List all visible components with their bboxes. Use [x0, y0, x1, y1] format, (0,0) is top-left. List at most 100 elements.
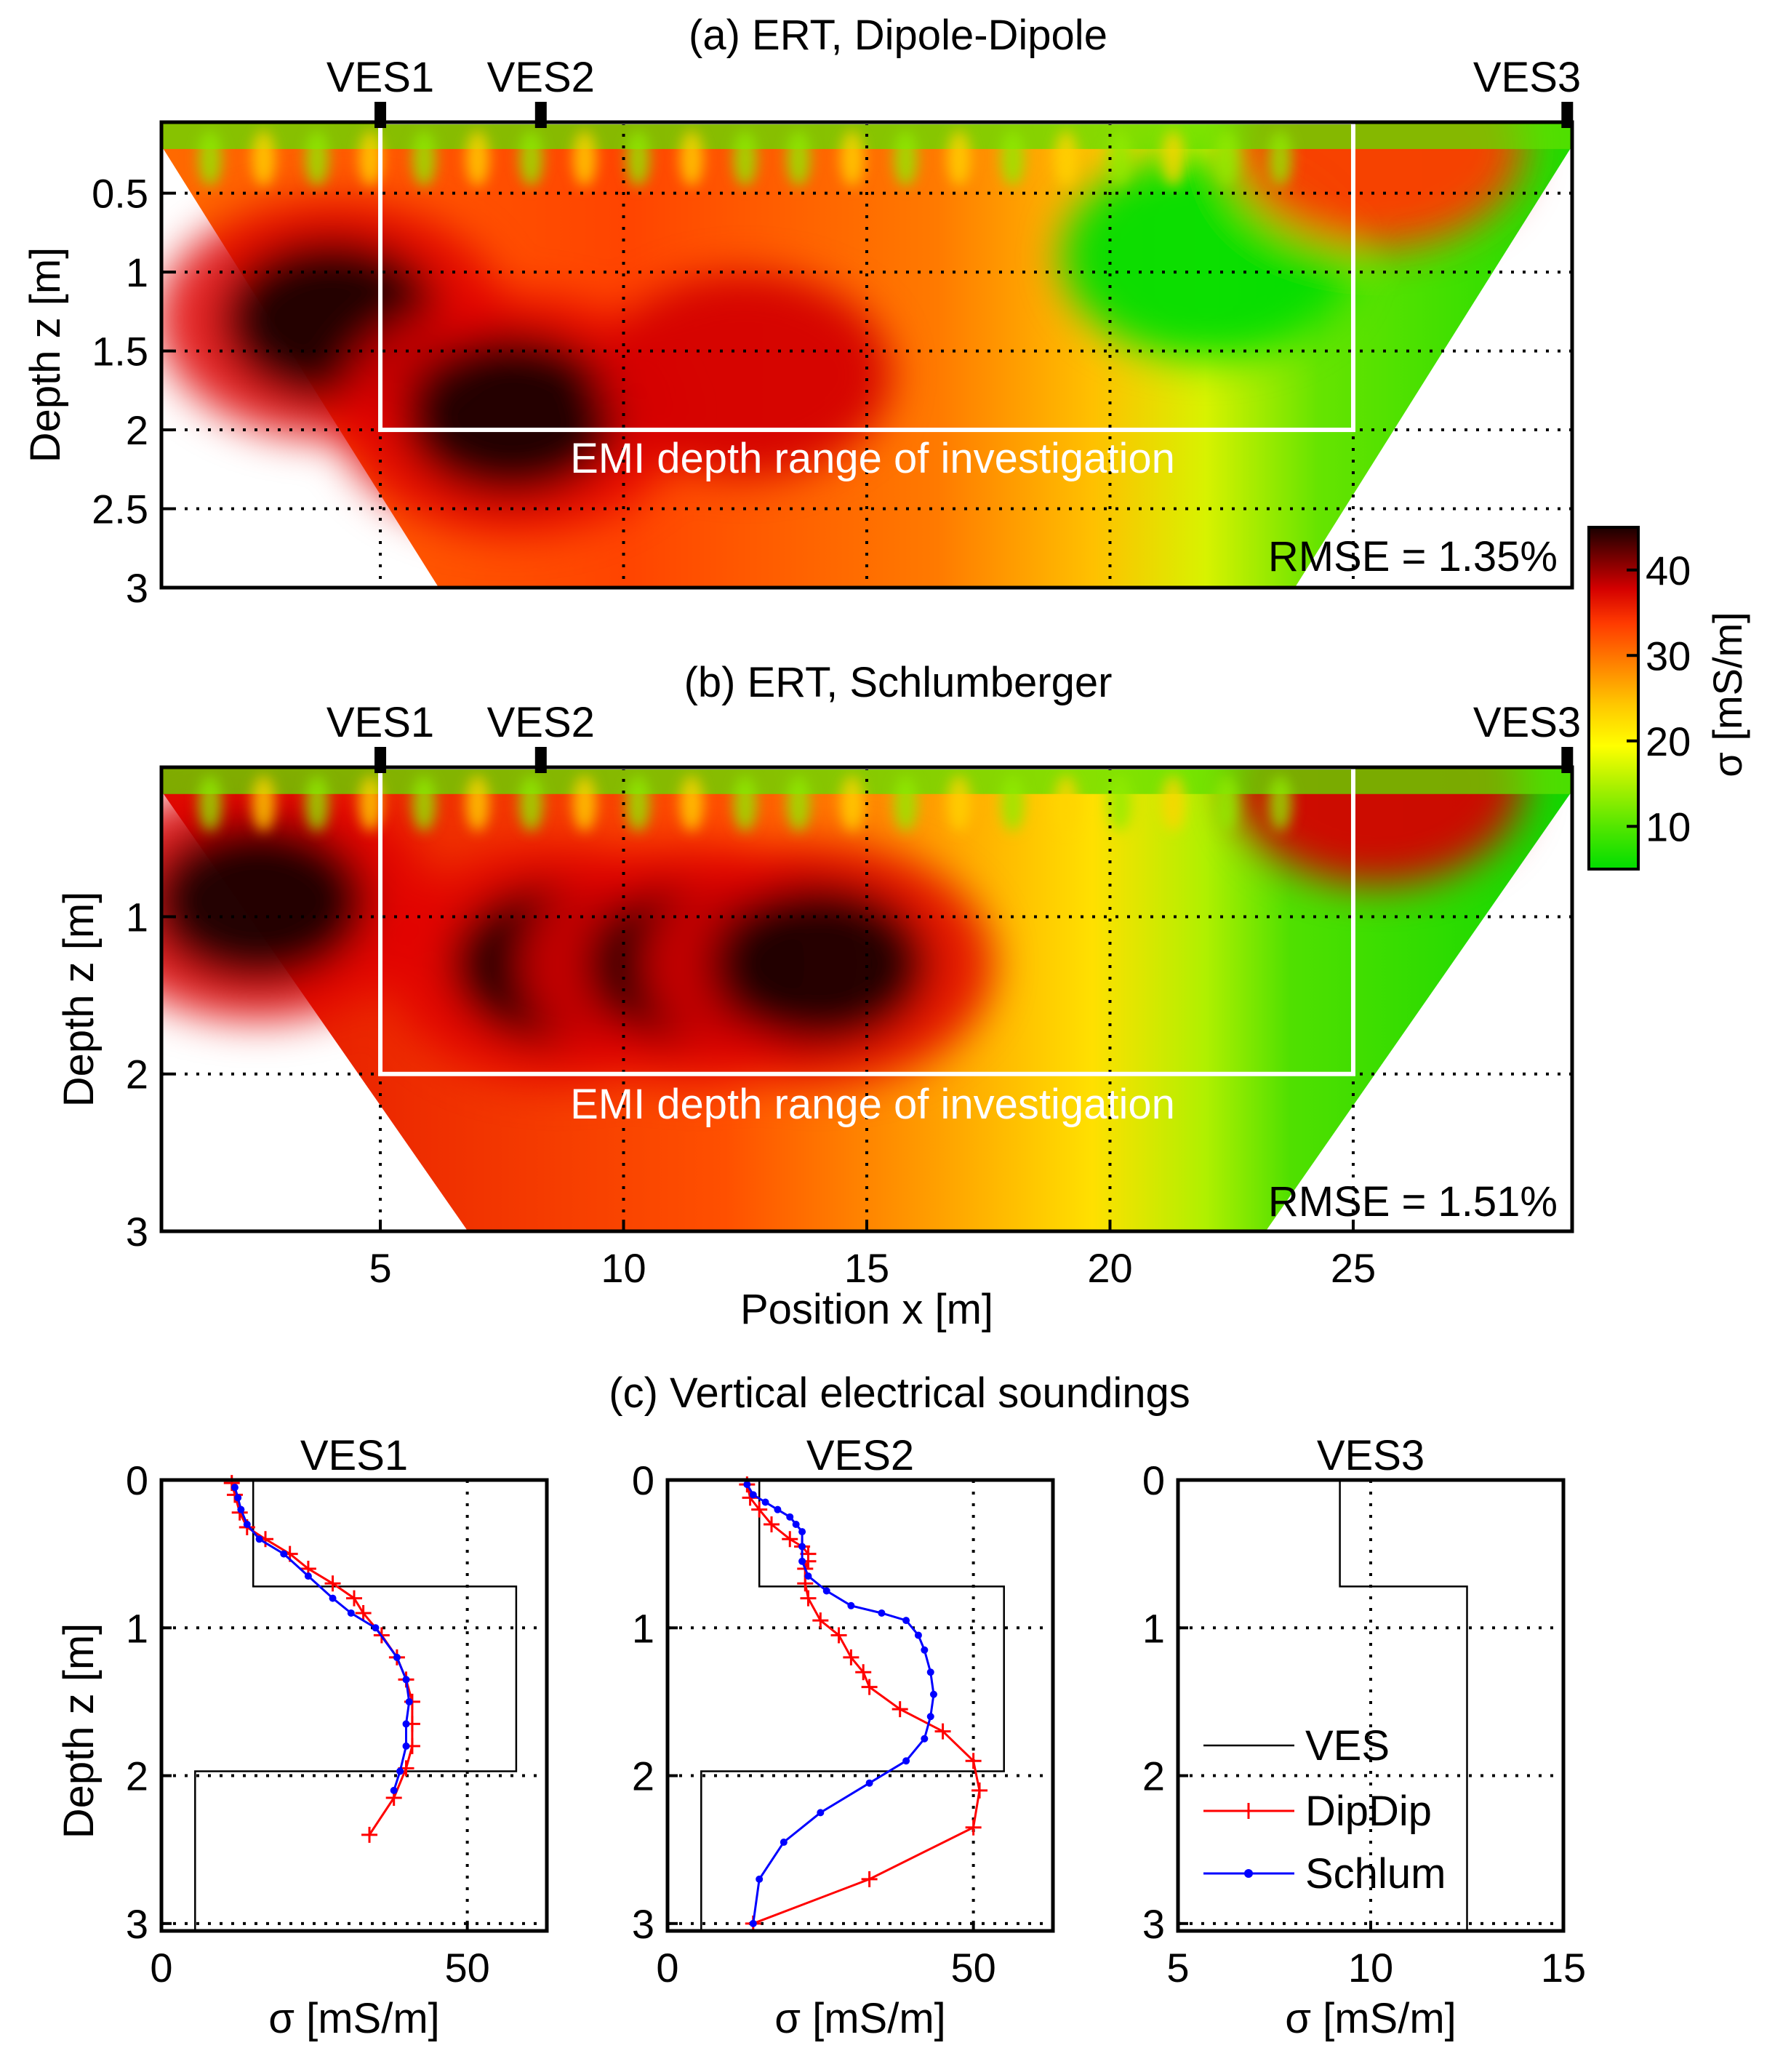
schlum-marker [372, 1624, 380, 1632]
fringe-streak [412, 775, 436, 831]
y-tick-label: 3 [126, 1209, 148, 1255]
panel-a-surface-fringe [198, 130, 1292, 186]
schlum-marker [304, 1572, 312, 1580]
y-tick-label: 3 [632, 1901, 654, 1947]
panel-a-rmse: RMSE = 1.35% [1268, 533, 1558, 580]
schlum-marker [929, 1690, 937, 1698]
fringe-streak [465, 775, 489, 831]
dipdip-marker [812, 1612, 829, 1629]
fringe-streak [198, 130, 222, 186]
schlum-marker [255, 1535, 263, 1543]
schlum-marker [743, 1481, 751, 1489]
y-tick-label: 2 [126, 1753, 148, 1799]
dipdip-marker [971, 1782, 988, 1799]
y-tick-label: 2 [1142, 1753, 1165, 1799]
fringe-streak [680, 130, 704, 186]
ves-marker-label: VES1 [326, 54, 434, 101]
conductivity-anomaly [599, 273, 891, 477]
panel-b-xlabel: Position x [m] [740, 1286, 993, 1333]
schlum-marker [798, 1543, 806, 1551]
dipdip-marker [764, 1516, 780, 1532]
y-tick-label: 3 [126, 565, 148, 611]
colorbar-label: σ [mS/m] [1704, 612, 1750, 777]
schlum-marker [237, 1505, 245, 1513]
fringe-streak [840, 775, 864, 831]
ves-panel-xlabel: σ [mS/m] [774, 1995, 946, 2042]
schlum-marker [243, 1520, 251, 1528]
panel-a-emi-label: EMI depth range of investigation [570, 435, 1175, 482]
schlum-marker [847, 1601, 855, 1609]
ves-panel-xlabel: σ [mS/m] [268, 1995, 440, 2042]
ves-panel-xlabel: σ [mS/m] [1285, 1995, 1457, 2042]
x-tick-label: 15 [1541, 1945, 1586, 1991]
dipdip-marker [346, 1590, 362, 1607]
x-tick-label: 5 [369, 1245, 391, 1291]
fringe-streak [573, 130, 596, 186]
conductivity-anomaly [709, 884, 928, 1044]
x-tick-label: 50 [950, 1945, 995, 1991]
fringe-streak [305, 775, 329, 831]
dipdip-marker [355, 1604, 372, 1621]
ves-marker-label: VES3 [1473, 699, 1581, 746]
fringe-streak [787, 775, 811, 831]
fringe-streak [1268, 130, 1292, 186]
conductivity-anomaly [1232, 122, 1523, 248]
legend-marker-dipdip [1241, 1803, 1257, 1819]
ves-marker [534, 102, 547, 128]
fringe-streak [1107, 130, 1131, 186]
series-ves [1339, 1480, 1468, 1931]
panel-b-ticks: 1 2 3 5 10 15 20 25 [126, 894, 1376, 1291]
schlum-marker [798, 1557, 806, 1565]
fringe-streak [680, 775, 704, 831]
fringe-streak [519, 775, 543, 831]
panel-a-dipole-dipole: (a) ERT, Dipole-Dipole EMI depth range o… [22, 12, 1581, 611]
panel-b-surface-fringe [198, 775, 1292, 831]
fringe-streak [947, 775, 971, 831]
colorbar-ticks: 10 20 30 40 [1627, 548, 1691, 849]
series-ves [700, 1480, 1005, 1931]
series-dipdip [745, 1484, 981, 1925]
dipdip-marker [861, 1871, 878, 1887]
panel-b-section [161, 767, 1572, 1231]
panel-b-rmse: RMSE = 1.51% [1268, 1178, 1558, 1225]
y-tick-label: 1 [1142, 1605, 1165, 1651]
fringe-streak [358, 775, 382, 831]
schlum-marker [234, 1494, 242, 1502]
fringe-streak [1215, 130, 1239, 186]
dipdip-marker [782, 1531, 798, 1548]
fringe-streak [1161, 775, 1185, 831]
fringe-streak [573, 775, 596, 831]
colorbar-ramp [1587, 526, 1640, 871]
fringe-streak [305, 130, 329, 186]
legend-marker-schlum [1244, 1869, 1253, 1878]
schlum-marker [396, 1767, 404, 1775]
y-tick-label: 0 [632, 1457, 654, 1503]
panel-a-section [161, 122, 1572, 588]
schlum-marker [817, 1809, 825, 1817]
ves-marker [374, 747, 387, 773]
dipdip-marker [855, 1664, 872, 1681]
fringe-streak [1054, 775, 1078, 831]
ves-panel-title: VES3 [1317, 1432, 1425, 1479]
fringe-streak [358, 130, 382, 186]
schlum-marker [231, 1484, 239, 1492]
ves-marker [534, 747, 547, 773]
panel-b-conductivity-anomalies [161, 767, 1523, 1084]
schlum-marker [393, 1653, 401, 1661]
conductivity-anomaly [161, 820, 368, 981]
ves-panel-title: VES2 [806, 1432, 914, 1479]
panel-a-conductivity-anomalies [161, 122, 1523, 535]
schlum-marker [390, 1786, 398, 1794]
schlum-marker [902, 1617, 910, 1625]
schlum-marker [761, 1498, 769, 1506]
y-tick-label: 3 [1142, 1901, 1165, 1947]
panel-b-emi-label: EMI depth range of investigation [570, 1081, 1175, 1128]
ves-panel-title: VES1 [300, 1432, 408, 1479]
dipdip-marker [843, 1649, 860, 1665]
dipdip-marker [934, 1723, 951, 1740]
conductivity-anomaly [402, 334, 621, 495]
y-tick-label: 2.5 [92, 487, 148, 532]
ves-marker-label: VES2 [487, 54, 595, 101]
